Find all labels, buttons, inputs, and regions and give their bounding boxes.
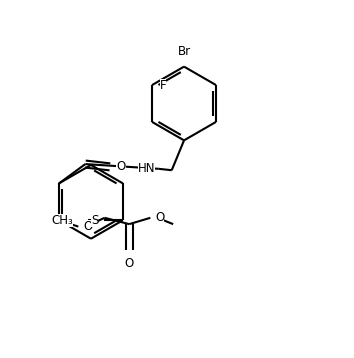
Text: F: F [160, 78, 166, 92]
Text: O: O [125, 257, 134, 271]
Text: HN: HN [138, 162, 155, 175]
Text: Br: Br [177, 45, 190, 58]
Text: O: O [155, 211, 164, 224]
Text: O: O [116, 160, 126, 173]
Text: CH₃: CH₃ [51, 214, 73, 227]
Text: O: O [83, 220, 92, 233]
Text: S: S [91, 214, 98, 227]
